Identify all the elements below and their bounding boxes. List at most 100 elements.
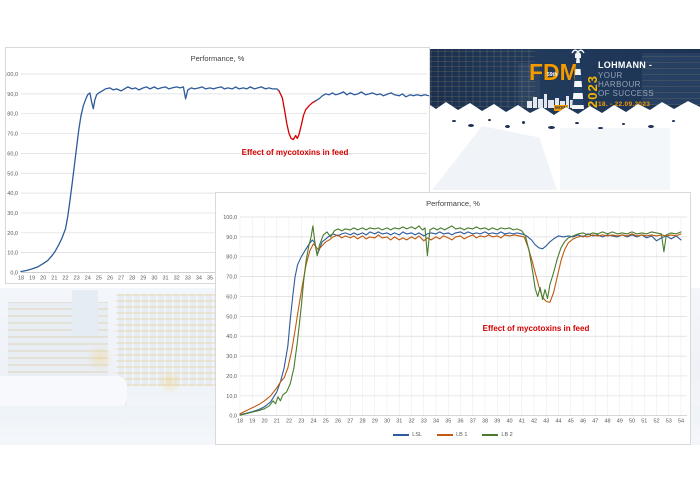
svg-text:30: 30 xyxy=(151,276,157,282)
svg-text:23: 23 xyxy=(298,419,304,425)
svg-text:31: 31 xyxy=(162,276,168,282)
svg-text:29: 29 xyxy=(140,276,146,282)
chart-panel-three-breeds: Performance, % 0,0 10,0 20,0 30,0 40,0 50,0 60… xyxy=(215,192,691,445)
svg-text:20,0: 20,0 xyxy=(7,231,18,237)
svg-text:60,0: 60,0 xyxy=(226,294,237,300)
svg-text:36: 36 xyxy=(457,419,463,425)
chart1-annotation: Effect of mycotoxins in feed xyxy=(241,148,349,157)
svg-text:100,0: 100,0 xyxy=(6,72,18,78)
svg-text:80,0: 80,0 xyxy=(7,112,18,118)
svg-text:53: 53 xyxy=(666,419,672,425)
svg-text:18: 18 xyxy=(237,419,243,425)
svg-text:22: 22 xyxy=(286,419,292,425)
svg-text:31: 31 xyxy=(396,419,402,425)
svg-text:0,0: 0,0 xyxy=(229,414,237,420)
fdm-logo: FDM xyxy=(529,59,579,85)
svg-text:80,0: 80,0 xyxy=(226,255,237,261)
svg-text:29: 29 xyxy=(372,419,378,425)
svg-text:18: 18 xyxy=(18,276,24,282)
svg-text:70,0: 70,0 xyxy=(7,132,18,138)
chart1-title: Performance, % xyxy=(190,54,245,63)
svg-text:30,0: 30,0 xyxy=(226,354,237,360)
watermark-building xyxy=(116,294,216,386)
svg-text:48: 48 xyxy=(604,419,610,425)
svg-text:60,0: 60,0 xyxy=(7,151,18,157)
svg-text:51: 51 xyxy=(641,419,647,425)
svg-text:35: 35 xyxy=(445,419,451,425)
svg-text:41: 41 xyxy=(519,419,525,425)
chart2-legend: LSL LB 1 LB 2 xyxy=(216,432,690,438)
legend-swatch-blue xyxy=(393,434,410,436)
svg-text:25: 25 xyxy=(96,276,102,282)
watermark-roof xyxy=(432,126,557,190)
svg-text:28: 28 xyxy=(359,419,365,425)
svg-text:27: 27 xyxy=(347,419,353,425)
svg-text:24: 24 xyxy=(310,419,316,425)
svg-text:27: 27 xyxy=(118,276,124,282)
svg-text:28: 28 xyxy=(129,276,135,282)
svg-text:40: 40 xyxy=(506,419,512,425)
svg-text:26: 26 xyxy=(107,276,113,282)
svg-text:19: 19 xyxy=(29,276,35,282)
svg-text:24: 24 xyxy=(85,276,91,282)
svg-text:90,0: 90,0 xyxy=(7,92,18,98)
svg-text:49: 49 xyxy=(617,419,623,425)
moin-badge: MOIN xyxy=(554,105,568,111)
svg-text:22: 22 xyxy=(62,276,68,282)
svg-text:42: 42 xyxy=(531,419,537,425)
svg-text:23: 23 xyxy=(74,276,80,282)
legend-swatch-green xyxy=(482,434,499,436)
svg-text:20: 20 xyxy=(40,276,46,282)
svg-text:45: 45 xyxy=(568,419,574,425)
svg-text:50,0: 50,0 xyxy=(226,314,237,320)
watermark-light-glow xyxy=(158,370,182,394)
legend-label: LB 2 xyxy=(501,432,513,438)
svg-text:34: 34 xyxy=(196,276,202,282)
svg-text:34: 34 xyxy=(433,419,439,425)
svg-text:90,0: 90,0 xyxy=(226,235,237,241)
chart2-title: Performance, % xyxy=(426,199,480,208)
banner-building-texture xyxy=(430,49,535,107)
svg-text:10,0: 10,0 xyxy=(7,251,18,257)
lohmann-label: LOHMANN - xyxy=(598,60,653,70)
slogan-line: YOUR xyxy=(598,70,623,80)
fdm-lohmann-banner: FDM 59th MOIN 2023 LOHMANN - YOUR HARBOU… xyxy=(430,49,700,115)
watermark-tower xyxy=(72,290,98,336)
svg-text:30,0: 30,0 xyxy=(7,211,18,217)
svg-text:38: 38 xyxy=(482,419,488,425)
banner-building-texture xyxy=(518,63,540,107)
slogan-line: OF SUCCESS xyxy=(598,89,655,99)
svg-text:21: 21 xyxy=(51,276,57,282)
svg-text:21: 21 xyxy=(274,419,280,425)
bird-icon xyxy=(571,49,585,54)
svg-text:100,0: 100,0 xyxy=(223,215,237,221)
slogan-line: HARBOUR xyxy=(598,80,641,90)
svg-text:26: 26 xyxy=(335,419,341,425)
chart2-annotation: Effect of mycotoxins in feed xyxy=(482,324,590,333)
legend-label: LSL xyxy=(412,432,423,438)
svg-text:54: 54 xyxy=(678,419,684,425)
legend-item-lsl: LSL xyxy=(393,432,422,438)
svg-text:20,0: 20,0 xyxy=(226,374,237,380)
legend-label: LB 1 xyxy=(456,432,468,438)
svg-text:33: 33 xyxy=(185,276,191,282)
svg-text:32: 32 xyxy=(408,419,414,425)
svg-text:47: 47 xyxy=(592,419,598,425)
skyline-icon xyxy=(527,94,576,108)
svg-text:50: 50 xyxy=(629,419,635,425)
fdm-edition-label: 59th xyxy=(547,72,558,78)
banner-text-block: LOHMANN - YOUR HARBOUR OF SUCCESS 18. - … xyxy=(598,60,654,109)
svg-text:19: 19 xyxy=(249,419,255,425)
svg-text:20: 20 xyxy=(261,419,267,425)
legend-item-lb1: LB 1 xyxy=(437,432,467,438)
legend-swatch-orange xyxy=(437,434,454,436)
svg-text:70,0: 70,0 xyxy=(226,275,237,281)
svg-text:40,0: 40,0 xyxy=(7,191,18,197)
svg-text:35: 35 xyxy=(207,276,213,282)
svg-text:32: 32 xyxy=(174,276,180,282)
svg-text:10,0: 10,0 xyxy=(226,394,237,400)
svg-text:0,0: 0,0 xyxy=(10,271,18,277)
chart2-canvas: 0,0 10,0 20,0 30,0 40,0 50,0 60,0 70,0 80,0 90,0 1… xyxy=(223,215,687,425)
svg-text:33: 33 xyxy=(421,419,427,425)
